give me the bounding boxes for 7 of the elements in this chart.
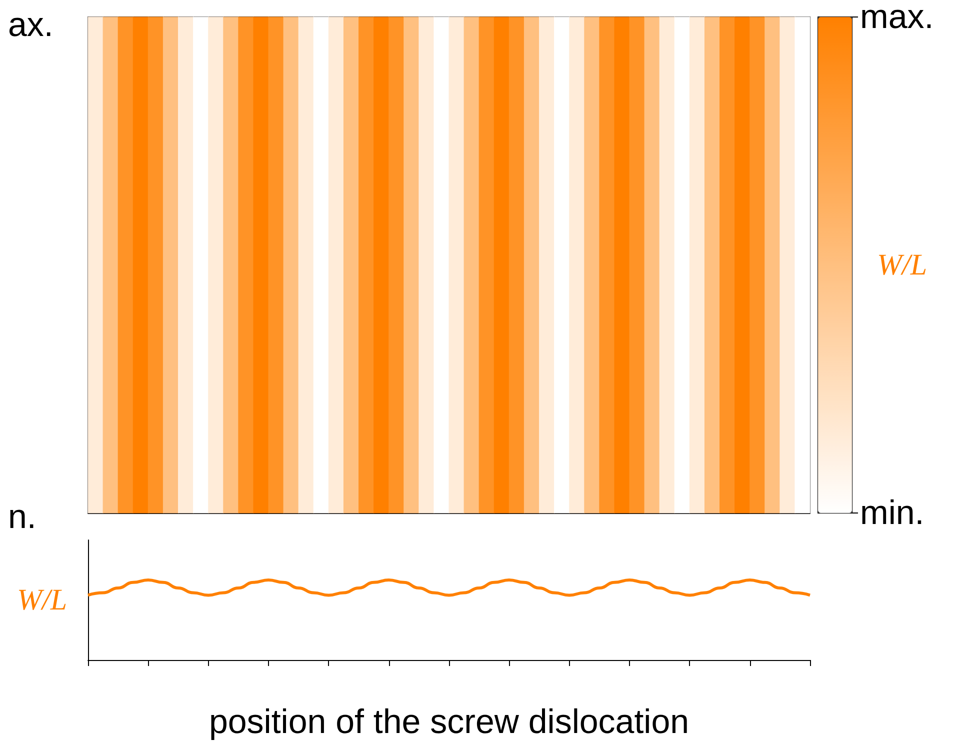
color-bar-title: W/L [876, 248, 928, 282]
color-bar-label: min. [860, 494, 924, 532]
text: ax. [8, 6, 54, 44]
text: n. [8, 498, 36, 536]
x-axis-title: position of the screw dislocation [208, 703, 690, 741]
color-bar-label: max. [860, 0, 934, 36]
y-axis-title: W/L [16, 584, 68, 616]
